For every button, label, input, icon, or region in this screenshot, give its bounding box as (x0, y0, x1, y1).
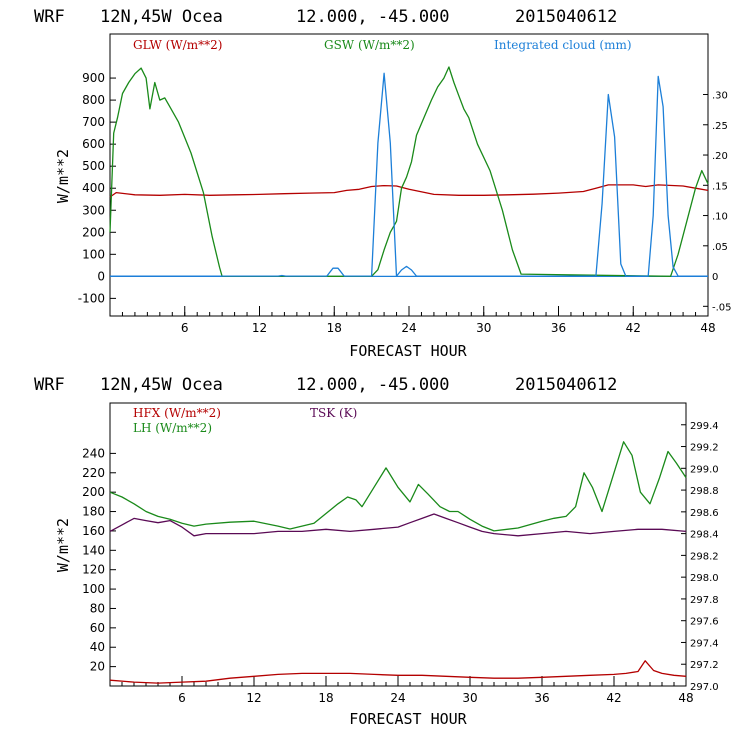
x-tick-label: 6 (178, 691, 186, 705)
x-tick-label: 12 (252, 321, 267, 335)
x-tick-label: 36 (534, 691, 549, 705)
y-tick-label: 400 (82, 181, 105, 195)
x-tick-label: 18 (327, 321, 342, 335)
panel2-y-ticks: 20 40 60 80 100 120 140 160 180 200 220 240 (82, 446, 116, 674)
y2-tick-label: 0 (712, 272, 718, 283)
y2-tick-label: .30 (712, 91, 728, 102)
y-tick-label: 120 (82, 563, 105, 577)
y-tick-label: 500 (82, 159, 105, 173)
series-line-2 (110, 72, 708, 277)
x-tick-label: 24 (390, 691, 405, 705)
y2-tick-label: .25 (712, 121, 728, 132)
y2-tick-label: 298.2 (690, 551, 719, 562)
panel1-y2-ticks: -.05 0 .05 .10 .15 .20 .25 .30 (703, 91, 732, 313)
y-tick-label: 700 (82, 115, 105, 129)
y2-tick-label: 299.0 (690, 464, 719, 475)
panel1-x-ticks: 6 12 18 24 30 36 42 48 (121, 306, 716, 335)
legend-tsk: TSK (K) (310, 406, 357, 420)
radiation-panel: WRF 12N,45W Ocea 12.000, -45.000 2015040… (34, 7, 732, 360)
panel2-frame (109, 402, 687, 687)
x-tick-label: 42 (606, 691, 621, 705)
y-tick-label: 180 (82, 505, 105, 519)
panel2-series (109, 441, 687, 684)
y-tick-label: 200 (82, 485, 105, 499)
series-line-1 (109, 66, 709, 277)
y-tick-label: 300 (82, 203, 105, 217)
legend-hfx: HFX (W/m**2) (133, 406, 221, 420)
y-tick-label: 20 (90, 660, 105, 674)
panel1-coords: 12.000, -45.000 (296, 7, 450, 27)
panel1-y-ticks: -100 0 100 200 300 400 500 600 700 800 900 (78, 71, 116, 305)
y-tick-label: 80 (90, 601, 105, 615)
y2-tick-label: .05 (712, 242, 728, 253)
y2-tick-label: 299.2 (690, 443, 719, 454)
x-tick-label: 18 (318, 691, 333, 705)
y2-tick-label: 298.8 (690, 486, 719, 497)
y-tick-label: 800 (82, 93, 105, 107)
x-tick-label: 30 (462, 691, 477, 705)
series-line-0 (109, 660, 687, 684)
panel2-init-time: 2015040612 (515, 375, 617, 395)
panel2-y2-ticks: 297.0 297.2 297.4 297.6 297.8 298.0 298.2 298.4… (681, 421, 719, 693)
y2-tick-label: .15 (712, 181, 728, 192)
y-tick-label: 600 (82, 137, 105, 151)
panel2-model: WRF (34, 375, 65, 395)
y2-tick-label: 298.0 (690, 573, 719, 584)
panel2-xlabel: FORECAST HOUR (349, 710, 467, 728)
y-tick-label: 900 (82, 71, 105, 85)
flux-panel: WRF 12N,45W Ocea 12.000, -45.000 2015040… (34, 375, 719, 728)
y-tick-label: 0 (97, 269, 105, 283)
y2-tick-label: 297.6 (690, 617, 719, 628)
series-line-2 (109, 513, 687, 537)
y2-tick-label: 298.4 (690, 530, 719, 541)
y-tick-label: -100 (78, 291, 105, 305)
panel1-ylabel: W/m**2 (54, 149, 72, 203)
y-tick-label: 200 (82, 225, 105, 239)
x-tick-label: 6 (181, 321, 189, 335)
legend-glw: GLW (W/m**2) (133, 38, 222, 52)
panel1-frame (109, 33, 709, 317)
x-tick-label: 12 (246, 691, 261, 705)
y-tick-label: 60 (90, 621, 105, 635)
y-tick-label: 100 (82, 247, 105, 261)
panel1-model: WRF (34, 7, 65, 27)
x-tick-label: 24 (401, 321, 416, 335)
legend-gsw: GSW (W/m**2) (324, 38, 415, 52)
y-tick-label: 220 (82, 466, 105, 480)
x-tick-label: 48 (678, 691, 693, 705)
y2-tick-label: 299.4 (690, 421, 719, 432)
panel1-xlabel: FORECAST HOUR (349, 342, 467, 360)
y-tick-label: 240 (82, 446, 105, 460)
legend-cloud: Integrated cloud (mm) (494, 38, 632, 52)
panel2-coords: 12.000, -45.000 (296, 375, 450, 395)
y-tick-label: 100 (82, 582, 105, 596)
y2-tick-label: 297.8 (690, 595, 719, 606)
y-tick-label: 140 (82, 543, 105, 557)
y2-tick-label: 297.0 (690, 682, 719, 693)
x-tick-label: 48 (700, 321, 715, 335)
panel1-init-time: 2015040612 (515, 7, 617, 27)
y-tick-label: 40 (90, 640, 105, 654)
y2-tick-label: -.05 (712, 302, 732, 313)
legend-lh: LH (W/m**2) (133, 421, 212, 435)
series-line-1 (109, 441, 687, 532)
y2-tick-label: .10 (712, 212, 728, 223)
y2-tick-label: .20 (712, 151, 728, 162)
x-tick-label: 30 (476, 321, 491, 335)
series-line-0 (109, 184, 709, 198)
panel1-series (109, 66, 709, 277)
y-tick-label: 160 (82, 524, 105, 538)
y2-tick-label: 297.4 (690, 638, 719, 649)
x-tick-label: 42 (626, 321, 641, 335)
x-tick-label: 36 (551, 321, 566, 335)
panel2-station: 12N,45W Ocea (100, 375, 223, 395)
panel2-x-ticks: 6 12 18 24 30 36 42 48 (121, 676, 694, 705)
y2-tick-label: 298.6 (690, 508, 719, 519)
y2-tick-label: 297.2 (690, 660, 719, 671)
panel2-ylabel: W/m**2 (54, 518, 72, 572)
panel1-station: 12N,45W Ocea (100, 7, 223, 27)
